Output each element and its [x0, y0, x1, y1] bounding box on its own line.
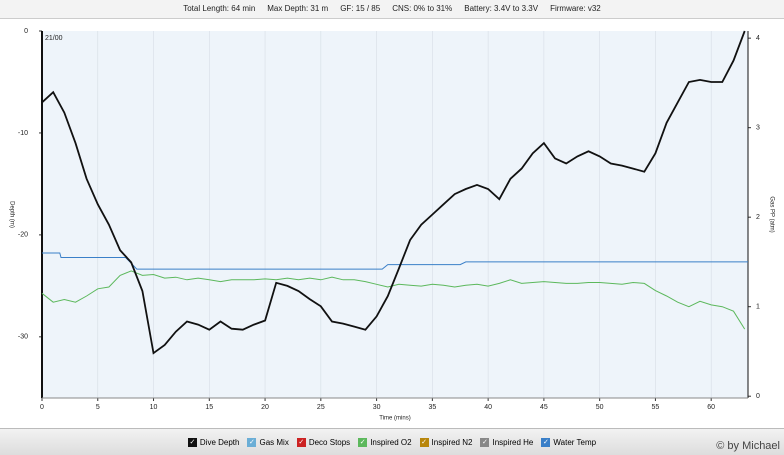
y2-tick-label: 3	[756, 125, 760, 132]
legend-label: Inspired He	[492, 438, 534, 447]
chart: 0 5 10 15 20 25 30 35 40 45 50 55 60 0 -10 -20 -30 0 1 2 3 4 T…	[8, 28, 774, 422]
stat: GF: 15 / 85	[340, 4, 381, 13]
x-tick-label: 0	[40, 404, 44, 411]
legend-item[interactable]: ✓ Deco Stops	[296, 438, 351, 447]
stats-bar: Total Length: 64 min Max Depth: 31 m GF: 1…	[0, 0, 784, 19]
x-axis-label: Time (mins)	[379, 416, 410, 422]
series-line	[42, 252, 748, 270]
stat: Battery: 3.4V to 3.3V	[464, 4, 539, 13]
x-tick-label: 45	[540, 404, 548, 411]
legend-label: Inspired O2	[370, 438, 412, 447]
x-tick-label: 50	[596, 404, 604, 411]
legend-label: Dive Depth	[199, 438, 240, 447]
legend-item[interactable]: ✓ Dive Depth	[187, 438, 240, 447]
y-tick-label: -30	[18, 334, 28, 341]
legend-checkbox[interactable]: ✓	[187, 438, 197, 447]
x-tick-label: 15	[205, 404, 213, 411]
legend-item[interactable]: ✓ Gas Mix	[247, 438, 289, 447]
y2-axis-label: Gas PP (atm)	[768, 196, 774, 232]
y2-tick-label: 4	[756, 35, 760, 42]
y2-tick-label: 0	[756, 393, 760, 400]
y-axis-label: Depth (m)	[8, 201, 14, 228]
legend-item[interactable]: ✓ Inspired He	[480, 438, 533, 447]
stat: CNS: 0% to 31%	[392, 4, 453, 13]
corner-label: 21/00	[45, 35, 63, 42]
x-tick-label: 55	[652, 404, 660, 411]
series-line	[41, 270, 746, 330]
legend-checkbox[interactable]: ✓	[480, 438, 490, 447]
y-tick-label: -20	[18, 232, 28, 239]
legend-item[interactable]: ✓ Inspired N2	[419, 438, 473, 447]
y-tick-label: -10	[18, 130, 28, 137]
x-tick-label: 5	[96, 404, 100, 411]
plot-area	[42, 31, 748, 398]
x-tick-label: 60	[707, 404, 715, 411]
legend-checkbox[interactable]: ✓	[247, 438, 257, 447]
legend-label: Deco Stops	[308, 438, 351, 447]
x-tick-label: 40	[484, 404, 492, 411]
legend-checkbox[interactable]: ✓	[419, 438, 429, 447]
y2-tick-label: 2	[756, 214, 760, 221]
legend-item[interactable]: ✓ Inspired O2	[358, 438, 412, 447]
y2-tick-label: 1	[756, 304, 760, 311]
legend: ✓ Dive Depth ✓ Gas Mix ✓ Deco Stops ✓ Inspired …	[0, 428, 784, 455]
legend-label: Inspired N2	[431, 438, 473, 447]
x-tick-label: 10	[150, 404, 158, 411]
stat: Firmware: v32	[550, 4, 601, 13]
stat: Total Length: 64 min	[183, 4, 256, 13]
legend-checkbox[interactable]: ✓	[358, 438, 368, 447]
series-line	[41, 30, 746, 355]
stat: Max Depth: 31 m	[267, 4, 329, 13]
x-tick-label: 20	[261, 404, 269, 411]
watermark: © by Michael	[716, 440, 780, 452]
y-tick-label: 0	[24, 28, 28, 35]
x-tick-label: 35	[428, 404, 436, 411]
x-tick-label: 25	[317, 404, 325, 411]
x-tick-label: 30	[373, 404, 381, 411]
legend-label: Gas Mix	[259, 438, 289, 447]
legend-checkbox[interactable]: ✓	[296, 438, 306, 447]
legend-label: Water Temp	[553, 438, 597, 447]
legend-checkbox[interactable]: ✓	[541, 438, 551, 447]
legend-item[interactable]: ✓ Water Temp	[541, 438, 596, 447]
